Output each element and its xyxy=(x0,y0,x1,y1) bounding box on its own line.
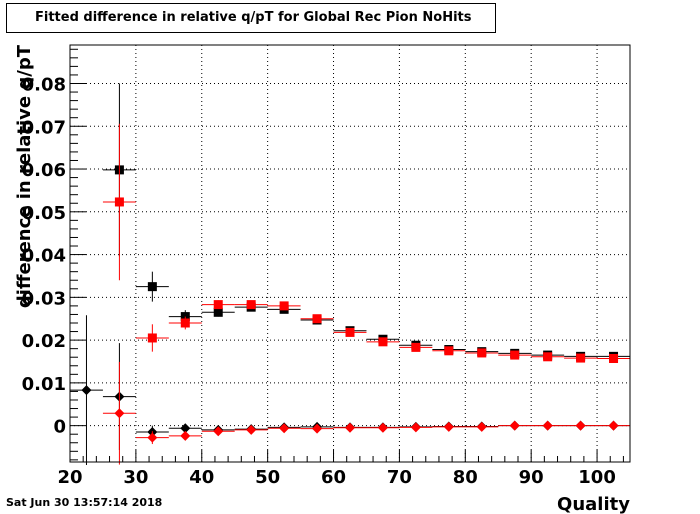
data-point xyxy=(378,337,388,347)
series-2 xyxy=(102,123,630,363)
grid xyxy=(69,45,630,462)
x-tick-label: 60 xyxy=(321,467,346,488)
data-marks xyxy=(70,83,630,465)
plot-frame xyxy=(69,44,631,463)
data-point xyxy=(608,420,619,431)
y-axis-label: difference in relative q/pT xyxy=(14,44,35,308)
data-point xyxy=(279,423,290,434)
data-point xyxy=(81,385,92,396)
data-point xyxy=(213,307,223,317)
data-point xyxy=(576,353,586,363)
data-point xyxy=(279,301,289,311)
series-4 xyxy=(102,361,630,465)
data-point xyxy=(377,422,388,433)
data-point xyxy=(114,197,124,207)
data-point xyxy=(443,421,454,432)
x-tick-label: 90 xyxy=(519,467,544,488)
data-point xyxy=(180,318,190,328)
y-tick-label: 0.07 xyxy=(22,117,66,138)
data-point xyxy=(345,422,355,433)
x-tick-label: 70 xyxy=(387,467,412,488)
y-tick-label: 0.01 xyxy=(22,374,66,395)
y-tick-label: 0.04 xyxy=(22,246,66,267)
data-point xyxy=(147,282,157,292)
timestamp: Sat Jun 30 13:57:14 2018 xyxy=(6,496,163,509)
y-tick-label: 0.03 xyxy=(22,288,66,309)
data-point xyxy=(246,424,257,435)
data-point xyxy=(477,348,487,358)
x-axis-label: Quality xyxy=(557,494,630,514)
data-point xyxy=(476,421,487,432)
axis-ticks: 20 30 40 50 60 70 80 90 100 0 0.01 0.02 0.03 0.04 0.05… xyxy=(22,48,624,488)
data-point xyxy=(609,353,619,363)
data-point xyxy=(543,352,553,362)
data-point xyxy=(213,300,223,310)
data-point xyxy=(180,430,191,441)
x-tick-label: 30 xyxy=(123,467,148,488)
chart-title: Fitted difference in relative q/pT for G… xyxy=(6,3,496,33)
y-tick-label: 0.02 xyxy=(22,331,66,352)
data-point xyxy=(114,408,125,419)
data-point xyxy=(213,426,224,437)
data-point xyxy=(147,333,157,343)
y-tick-label: 0 xyxy=(53,417,66,438)
y-tick-label: 0.05 xyxy=(22,203,66,224)
data-point xyxy=(246,300,256,310)
data-point xyxy=(444,346,454,356)
data-point xyxy=(509,420,520,431)
data-point xyxy=(411,342,421,352)
data-point xyxy=(542,420,553,431)
x-tick-label: 20 xyxy=(57,467,82,488)
data-point xyxy=(345,327,355,337)
y-tick-label: 0.08 xyxy=(22,74,66,95)
data-point xyxy=(312,423,323,434)
x-tick-label: 40 xyxy=(189,467,214,488)
data-point xyxy=(575,420,586,431)
data-point xyxy=(147,432,158,443)
data-point xyxy=(180,423,191,434)
x-tick-label: 100 xyxy=(578,467,616,488)
data-point xyxy=(312,314,322,324)
data-point xyxy=(510,350,520,360)
data-point xyxy=(410,422,421,433)
x-tick-label: 80 xyxy=(453,467,478,488)
x-tick-label: 50 xyxy=(255,467,280,488)
y-tick-label: 0.06 xyxy=(22,160,66,181)
